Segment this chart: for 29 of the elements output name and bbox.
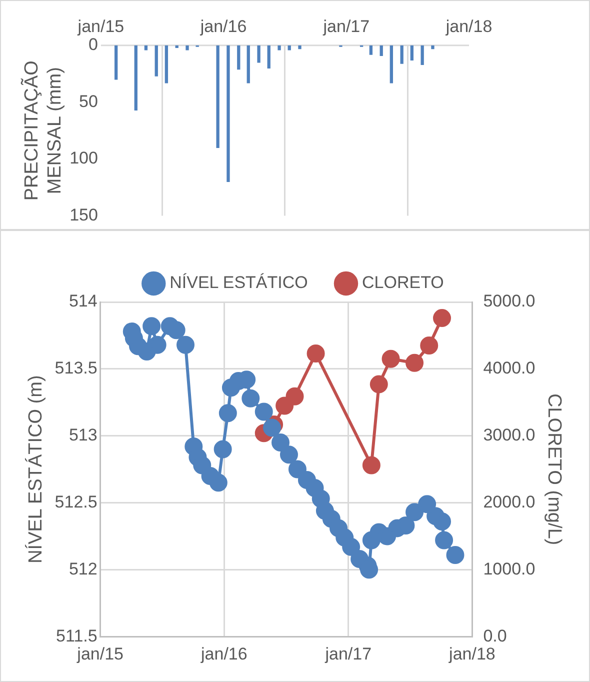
y-tick-label: 50	[79, 92, 98, 111]
y-tick-label: 150	[70, 205, 98, 224]
y2-tick-label: 1000.0	[483, 559, 536, 578]
x-tick-label: jan/16	[199, 16, 247, 36]
legend-label: CLORETO	[362, 273, 444, 292]
y-axis-title: NÍVEL ESTÁTICO (m)	[24, 375, 47, 564]
y-tick-label: 514	[68, 292, 98, 311]
x-tick-label: jan/18	[448, 644, 496, 664]
y-tick-label: 512.5	[54, 492, 98, 512]
x-tick-label: jan/17	[322, 16, 370, 36]
legend-label: NÍVEL ESTÁTICO	[170, 273, 308, 292]
x-tick-label: jan/15	[76, 16, 124, 36]
y-axis-title: PRECIPITAÇÃO MENSAL (mm)	[20, 60, 66, 201]
y-tick-label: 511.5	[56, 626, 98, 646]
y-tick-label: 512	[68, 559, 98, 578]
y2-tick-label: 2000.0	[483, 492, 536, 512]
y-tick-label: 513	[68, 426, 98, 445]
x-tick-label: jan/16	[200, 644, 248, 664]
y2-tick-label: 4000.0	[483, 358, 536, 378]
y2-tick-label: 3000.0	[483, 426, 536, 445]
x-tick-label: jan/17	[324, 644, 372, 664]
y2-tick-label: 5000.0	[483, 292, 536, 311]
y2-axis-title: CLORETO (mg/L)	[543, 393, 564, 546]
x-tick-label: jan/15	[76, 644, 124, 664]
y-tick-label: 513.5	[54, 358, 98, 378]
y-tick-label: 0	[88, 35, 98, 54]
x-tick-label: jan/18	[444, 16, 492, 36]
y-tick-label: 100	[70, 148, 98, 168]
y2-tick-label: 0.0	[483, 626, 507, 646]
